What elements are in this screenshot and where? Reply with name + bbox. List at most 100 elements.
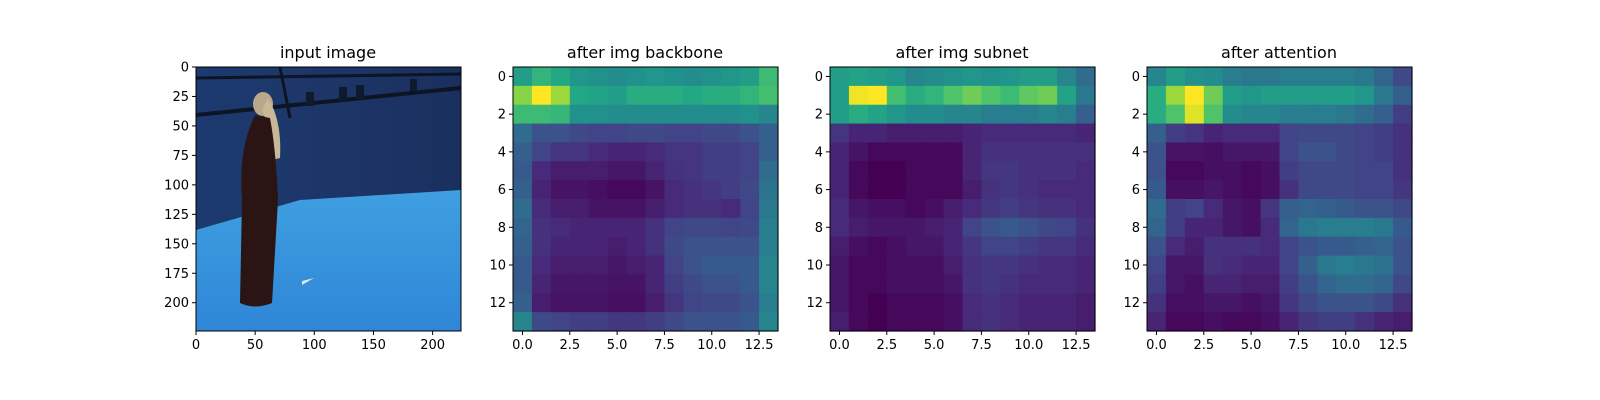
heatmap-cell — [1298, 199, 1318, 219]
heatmap-cell — [1203, 312, 1224, 332]
heatmap-cell — [1000, 199, 1020, 219]
heatmap-cell — [1393, 312, 1413, 332]
heatmap-cell — [645, 274, 666, 294]
heatmap-cell — [1184, 199, 1205, 219]
heatmap-cell — [607, 293, 628, 313]
heatmap-cell — [1222, 312, 1243, 332]
heatmap-cell — [1279, 123, 1300, 144]
heatmap-cell — [943, 236, 964, 257]
heatmap-cell — [1374, 161, 1394, 181]
heatmap-cell — [981, 123, 1001, 144]
heatmap-cell — [1203, 274, 1224, 294]
heatmap-cell — [1355, 199, 1375, 219]
x-tick-label: 100 — [302, 338, 327, 353]
x-tick-label: 2.5 — [559, 338, 580, 353]
heatmap-cell — [513, 293, 533, 313]
heatmap-cell — [1317, 85, 1337, 106]
heatmap-cell — [1374, 312, 1394, 332]
heatmap-cell — [1165, 104, 1186, 125]
heatmap-cell — [645, 255, 666, 276]
heatmap-cell — [886, 293, 907, 313]
heatmap-cell — [664, 67, 684, 87]
heatmap-cell — [513, 104, 533, 125]
heatmap-cell — [1057, 180, 1077, 200]
heatmap-cell — [943, 274, 964, 294]
heatmap-cell — [1298, 293, 1318, 313]
heatmap-cell — [1241, 142, 1262, 162]
heatmap-cell — [1336, 312, 1356, 332]
heatmap-cell — [1019, 67, 1039, 87]
heatmap-cell — [740, 67, 760, 87]
heatmap-cell — [943, 67, 964, 87]
heatmap-cell — [830, 123, 850, 144]
heatmap-cell — [886, 85, 907, 106]
heatmap-cell — [1147, 293, 1167, 313]
heatmap-cell — [531, 85, 552, 106]
heatmap-cell — [1222, 180, 1243, 200]
rig-post — [278, 66, 292, 119]
heatmap-cell — [905, 180, 926, 200]
y-tick-label: 12 — [489, 296, 506, 311]
heatmap-cell — [513, 123, 533, 144]
heatmap-cell — [513, 67, 533, 87]
heatmap-cell — [1147, 104, 1167, 125]
heatmap-cell — [1317, 293, 1337, 313]
y-tick-label: 10 — [806, 259, 823, 274]
heatmap-cell — [531, 161, 552, 181]
heatmap-cell — [702, 236, 722, 257]
heatmap-cell — [1336, 85, 1356, 106]
heatmap-cell — [740, 312, 760, 332]
heatmap-cell — [943, 85, 964, 106]
heatmap-cell — [1019, 236, 1039, 257]
y-tick-label: 125 — [164, 208, 189, 223]
x-tick-label: 5.0 — [1241, 338, 1262, 353]
heatmap-cell — [981, 67, 1001, 87]
heatmap-cell — [664, 255, 684, 276]
heatmap-cell — [683, 142, 703, 162]
heatmap-cell — [981, 293, 1001, 313]
heatmap-cell — [740, 104, 760, 125]
heatmap-cell — [924, 274, 945, 294]
axis-ticks: 0.0 2.5 5.0 7.5 10.0 12.5 0 2 4 6 8 10 12 — [489, 70, 773, 353]
heatmap-cell — [1260, 123, 1281, 144]
rig-bar — [195, 86, 462, 117]
rig-bar — [195, 72, 462, 80]
heatmap-cell — [721, 142, 741, 162]
y-tick-label: 2 — [498, 108, 506, 123]
x-tick-label: 5.0 — [924, 338, 945, 353]
heatmap-cell — [1374, 236, 1394, 257]
heatmap-cell — [1260, 312, 1281, 332]
y-tick-label: 0 — [498, 70, 506, 85]
heatmap-cell — [664, 85, 684, 106]
heatmap-cell — [1165, 236, 1186, 257]
heatmap-cell — [550, 180, 571, 200]
heatmap-cell — [645, 123, 666, 144]
heatmap-cell — [1019, 180, 1039, 200]
y-tick-label: 50 — [172, 119, 189, 134]
heatmap-cell — [702, 142, 722, 162]
heatmap-cell — [1260, 161, 1281, 181]
axes-frame — [829, 66, 1096, 332]
heatmap-cell — [588, 104, 609, 125]
heatmap-cell — [1057, 293, 1077, 313]
heatmap-cell — [513, 236, 533, 257]
heatmap-cell — [1000, 236, 1020, 257]
heatmap-cell — [1184, 161, 1205, 181]
panel-after-img-subnet: after img subnet 0.0 2.5 5.0 7.5 10.0 12.5 0 2 4… — [806, 43, 1096, 353]
heatmap-cell — [702, 161, 722, 181]
heatmap-cell — [905, 293, 926, 313]
heatmap-cell — [721, 104, 741, 125]
heatmap-cell — [1298, 274, 1318, 294]
heatmap-cell — [588, 180, 609, 200]
heatmap-cell — [513, 199, 533, 219]
heatmap-cell — [1019, 161, 1039, 181]
heatmap-cell — [905, 142, 926, 162]
heatmap-cell — [645, 142, 666, 162]
heatmap-cell — [1057, 123, 1077, 144]
heatmap-cell — [1336, 274, 1356, 294]
heatmap-cell — [588, 67, 609, 87]
heatmap-cell — [1000, 180, 1020, 200]
heatmap-cell — [981, 161, 1001, 181]
heatmap-cell — [905, 217, 926, 238]
heatmap-cell — [830, 180, 850, 200]
